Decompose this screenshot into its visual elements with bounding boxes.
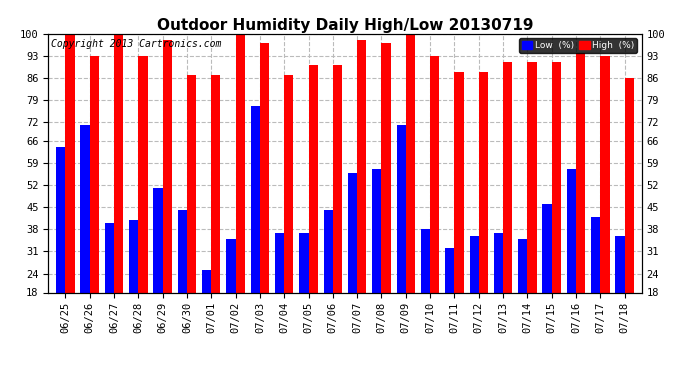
Bar — [66, 34, 75, 349]
Bar — [357, 40, 366, 349]
Bar — [348, 172, 357, 349]
Bar — [591, 217, 600, 349]
Bar — [518, 239, 527, 349]
Bar — [308, 65, 318, 349]
Bar — [624, 78, 634, 349]
Legend: Low  (%), High  (%): Low (%), High (%) — [519, 38, 637, 53]
Bar — [226, 239, 235, 349]
Bar — [299, 232, 308, 349]
Bar — [455, 72, 464, 349]
Bar — [211, 75, 221, 349]
Bar — [372, 170, 382, 349]
Bar — [527, 62, 537, 349]
Bar — [430, 56, 440, 349]
Bar — [202, 270, 211, 349]
Bar — [494, 232, 503, 349]
Bar — [397, 125, 406, 349]
Text: Copyright 2013 Cartronics.com: Copyright 2013 Cartronics.com — [51, 39, 221, 49]
Bar — [406, 31, 415, 349]
Bar — [600, 56, 609, 349]
Bar — [81, 125, 90, 349]
Bar — [235, 34, 245, 349]
Title: Outdoor Humidity Daily High/Low 20130719: Outdoor Humidity Daily High/Low 20130719 — [157, 18, 533, 33]
Bar — [275, 232, 284, 349]
Bar — [129, 220, 138, 349]
Bar — [138, 56, 148, 349]
Bar — [56, 147, 66, 349]
Bar — [445, 248, 455, 349]
Bar — [615, 236, 624, 349]
Bar — [576, 53, 585, 349]
Bar — [324, 210, 333, 349]
Bar — [503, 62, 512, 349]
Bar — [421, 230, 430, 349]
Bar — [153, 188, 163, 349]
Bar — [542, 204, 552, 349]
Bar — [105, 223, 114, 349]
Bar — [552, 62, 561, 349]
Bar — [187, 75, 196, 349]
Bar — [479, 72, 488, 349]
Bar — [566, 170, 576, 349]
Bar — [333, 65, 342, 349]
Bar — [250, 106, 260, 349]
Bar — [114, 34, 124, 349]
Bar — [90, 56, 99, 349]
Bar — [260, 43, 269, 349]
Bar — [163, 40, 172, 349]
Bar — [178, 210, 187, 349]
Bar — [284, 75, 293, 349]
Bar — [382, 43, 391, 349]
Bar — [469, 236, 479, 349]
